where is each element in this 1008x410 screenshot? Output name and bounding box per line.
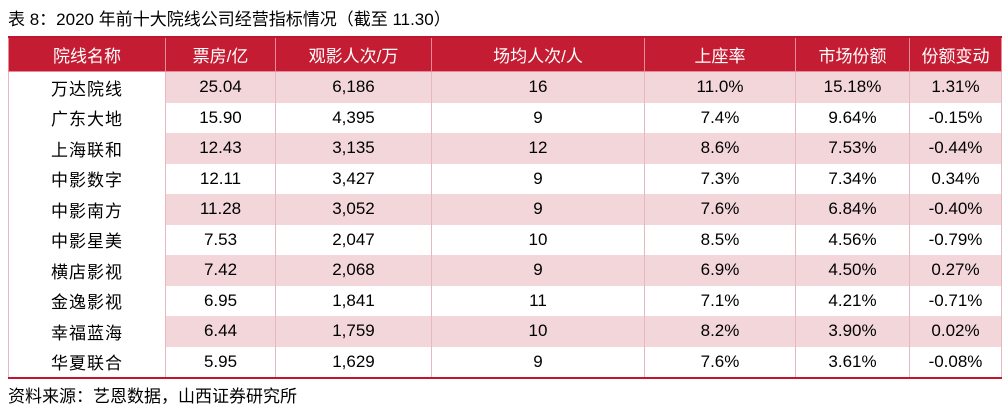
share-change-cell: 0.34% bbox=[909, 163, 1002, 194]
share-change-cell: 0.27% bbox=[909, 255, 1002, 286]
box-office-cell: 12.43 bbox=[165, 133, 276, 164]
box-office-cell: 7.53 bbox=[165, 224, 276, 255]
table-row: 广东大地 15.90 4,395 9 7.4% 9.64% -0.15% bbox=[8, 102, 1002, 133]
box-office-cell: 15.90 bbox=[165, 102, 276, 133]
avg-per-show-cell: 11 bbox=[431, 285, 645, 316]
share-change-cell: -0.40% bbox=[909, 194, 1002, 225]
chain-name-cell: 横店影视 bbox=[8, 255, 166, 286]
avg-per-show-cell: 12 bbox=[431, 133, 645, 164]
admissions-cell: 3,052 bbox=[275, 194, 432, 225]
market-share-cell: 4.56% bbox=[795, 224, 910, 255]
column-header: 院线名称 bbox=[8, 36, 166, 72]
chain-name-cell: 广东大地 bbox=[8, 102, 166, 133]
share-change-cell: -0.08% bbox=[909, 346, 1002, 378]
admissions-cell: 1,841 bbox=[275, 285, 432, 316]
box-office-cell: 6.95 bbox=[165, 285, 276, 316]
chain-name-cell: 华夏联合 bbox=[8, 346, 166, 378]
table-row: 中影星美 7.53 2,047 10 8.5% 4.56% -0.79% bbox=[8, 224, 1002, 255]
chain-name-cell: 上海联和 bbox=[8, 133, 166, 164]
admissions-cell: 3,135 bbox=[275, 133, 432, 164]
table-row: 横店影视 7.42 2,068 9 6.9% 4.50% 0.27% bbox=[8, 255, 1002, 286]
table-row: 幸福蓝海 6.44 1,759 10 8.2% 3.90% 0.02% bbox=[8, 316, 1002, 347]
column-header: 市场份额 bbox=[795, 36, 910, 72]
occupancy-cell: 7.6% bbox=[644, 194, 796, 225]
box-office-cell: 7.42 bbox=[165, 255, 276, 286]
share-change-cell: 1.31% bbox=[909, 71, 1002, 103]
column-header: 观影人次/万 bbox=[275, 36, 432, 72]
avg-per-show-cell: 9 bbox=[431, 346, 645, 378]
occupancy-cell: 8.2% bbox=[644, 316, 796, 347]
box-office-cell: 5.95 bbox=[165, 346, 276, 378]
table-row: 上海联和 12.43 3,135 12 8.6% 7.53% -0.44% bbox=[8, 133, 1002, 164]
admissions-cell: 6,186 bbox=[275, 71, 432, 103]
box-office-cell: 11.28 bbox=[165, 194, 276, 225]
avg-per-show-cell: 9 bbox=[431, 194, 645, 225]
avg-per-show-cell: 16 bbox=[431, 71, 645, 103]
header-row: 院线名称 票房/亿 观影人次/万 场均人次/人 上座率 市场份额 份额变动 bbox=[8, 36, 1002, 72]
column-header: 票房/亿 bbox=[165, 36, 276, 72]
market-share-cell: 3.90% bbox=[795, 316, 910, 347]
admissions-cell: 1,759 bbox=[275, 316, 432, 347]
table-row: 中影南方 11.28 3,052 9 7.6% 6.84% -0.40% bbox=[8, 194, 1002, 225]
occupancy-cell: 7.6% bbox=[644, 346, 796, 378]
admissions-cell: 2,068 bbox=[275, 255, 432, 286]
cinema-chain-table: 院线名称 票房/亿 观影人次/万 场均人次/人 上座率 市场份额 份额变动 万达… bbox=[8, 36, 1002, 379]
market-share-cell: 4.50% bbox=[795, 255, 910, 286]
occupancy-cell: 8.5% bbox=[644, 224, 796, 255]
column-header: 份额变动 bbox=[909, 36, 1002, 72]
market-share-cell: 4.21% bbox=[795, 285, 910, 316]
chain-name-cell: 中影数字 bbox=[8, 163, 166, 194]
market-share-cell: 7.53% bbox=[795, 133, 910, 164]
admissions-cell: 3,427 bbox=[275, 163, 432, 194]
occupancy-cell: 11.0% bbox=[644, 71, 796, 103]
occupancy-cell: 7.1% bbox=[644, 285, 796, 316]
market-share-cell: 6.84% bbox=[795, 194, 910, 225]
admissions-cell: 2,047 bbox=[275, 224, 432, 255]
share-change-cell: -0.79% bbox=[909, 224, 1002, 255]
avg-per-show-cell: 10 bbox=[431, 224, 645, 255]
admissions-cell: 4,395 bbox=[275, 102, 432, 133]
avg-per-show-cell: 9 bbox=[431, 255, 645, 286]
box-office-cell: 6.44 bbox=[165, 316, 276, 347]
share-change-cell: 0.02% bbox=[909, 316, 1002, 347]
share-change-cell: -0.71% bbox=[909, 285, 1002, 316]
table-row: 华夏联合 5.95 1,629 9 7.6% 3.61% -0.08% bbox=[8, 346, 1002, 378]
chain-name-cell: 中影星美 bbox=[8, 224, 166, 255]
table-caption: 表 8：2020 年前十大院线公司经营指标情况（截至 11.30） bbox=[8, 10, 451, 29]
market-share-cell: 3.61% bbox=[795, 346, 910, 378]
box-office-cell: 25.04 bbox=[165, 71, 276, 103]
occupancy-cell: 7.4% bbox=[644, 102, 796, 133]
occupancy-cell: 7.3% bbox=[644, 163, 796, 194]
market-share-cell: 15.18% bbox=[795, 71, 910, 103]
market-share-cell: 7.34% bbox=[795, 163, 910, 194]
avg-per-show-cell: 9 bbox=[431, 163, 645, 194]
chain-name-cell: 金逸影视 bbox=[8, 285, 166, 316]
chain-name-cell: 幸福蓝海 bbox=[8, 316, 166, 347]
share-change-cell: -0.15% bbox=[909, 102, 1002, 133]
market-share-cell: 9.64% bbox=[795, 102, 910, 133]
admissions-cell: 1,629 bbox=[275, 346, 432, 378]
table-row: 金逸影视 6.95 1,841 11 7.1% 4.21% -0.71% bbox=[8, 285, 1002, 316]
table-row: 中影数字 12.11 3,427 9 7.3% 7.34% 0.34% bbox=[8, 163, 1002, 194]
table-row: 万达院线 25.04 6,186 16 11.0% 15.18% 1.31% bbox=[8, 71, 1002, 103]
chain-name-cell: 万达院线 bbox=[8, 71, 166, 103]
source-note: 资料来源：艺恩数据，山西证券研究所 bbox=[8, 387, 297, 406]
share-change-cell: -0.44% bbox=[909, 133, 1002, 164]
avg-per-show-cell: 9 bbox=[431, 102, 645, 133]
column-header: 上座率 bbox=[644, 36, 796, 72]
avg-per-show-cell: 10 bbox=[431, 316, 645, 347]
column-header: 场均人次/人 bbox=[431, 36, 645, 72]
chain-name-cell: 中影南方 bbox=[8, 194, 166, 225]
occupancy-cell: 8.6% bbox=[644, 133, 796, 164]
occupancy-cell: 6.9% bbox=[644, 255, 796, 286]
box-office-cell: 12.11 bbox=[165, 163, 276, 194]
